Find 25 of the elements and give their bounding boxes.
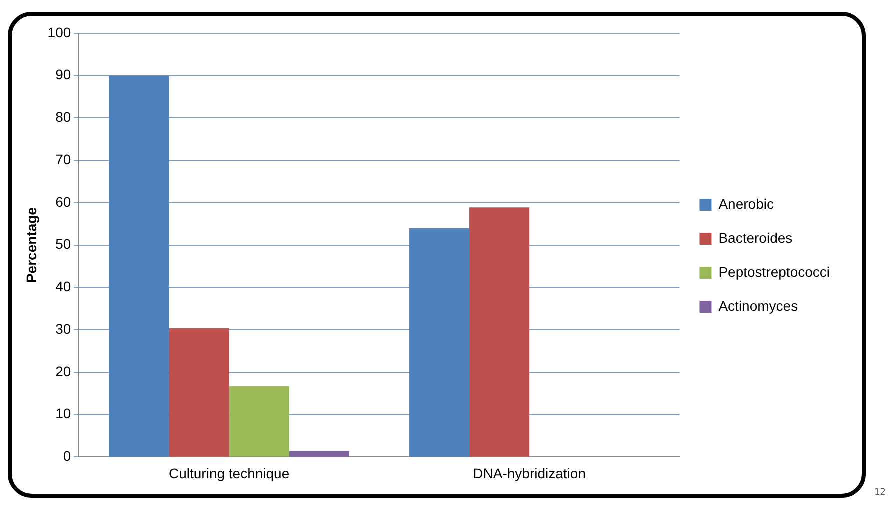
text: 12 [874, 488, 886, 498]
y-tick-label: 10 [56, 406, 72, 422]
legend-label: Actinomyces [718, 298, 798, 314]
y-tick-label: 60 [56, 194, 72, 210]
y-tick-label: 0 [63, 448, 72, 464]
y-tick-label: 80 [56, 109, 72, 126]
y-tick-label: 70 [56, 151, 72, 168]
y-tick-label: 90 [56, 66, 72, 83]
y-tick-label: 40 [56, 278, 72, 295]
bar [470, 208, 530, 457]
x-tick-label: Culturing technique [168, 465, 290, 482]
y-axis-title: Percentage [23, 207, 40, 284]
legend-label: Bacteroides [718, 230, 793, 246]
y-tick-label: 50 [56, 236, 72, 252]
bar [409, 228, 470, 457]
y-tick-label: 30 [56, 320, 72, 337]
legend-label: Peptostreptococci [718, 264, 830, 280]
bar [109, 76, 170, 457]
y-tick-label: 20 [56, 363, 72, 380]
bar [169, 328, 230, 457]
y-tick-label: 100 [48, 24, 72, 40]
bar [229, 386, 290, 457]
x-tick-label: DNA-hybridization [473, 465, 586, 482]
bar [289, 451, 350, 457]
legend-label: Anerobic [718, 196, 774, 212]
